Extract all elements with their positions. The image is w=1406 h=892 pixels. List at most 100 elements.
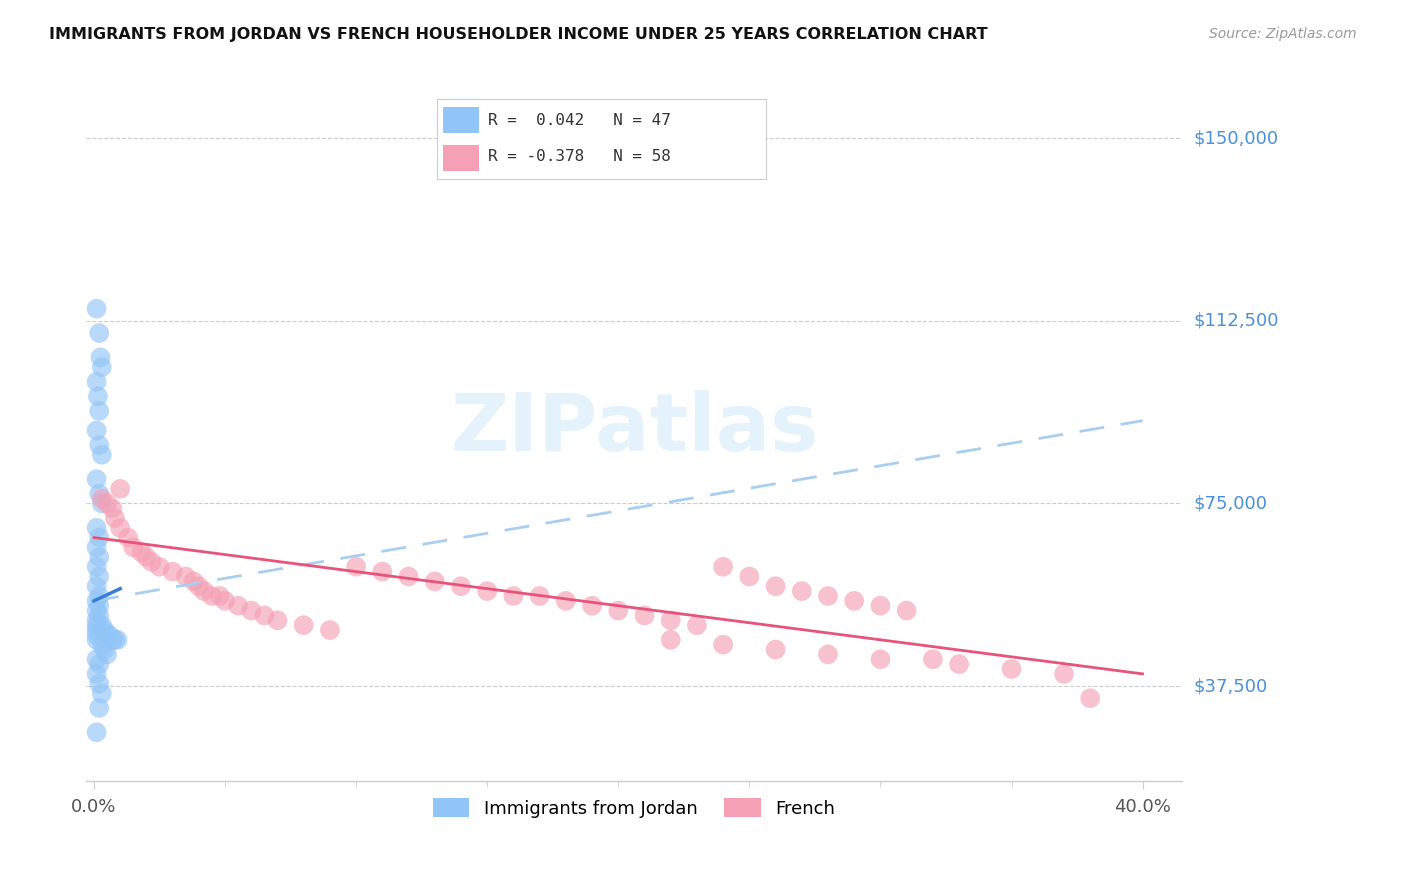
Point bbox=[90, 491, 112, 506]
Point bbox=[129, 545, 152, 559]
Point bbox=[765, 579, 787, 593]
Point bbox=[817, 589, 839, 603]
Point bbox=[554, 594, 576, 608]
Point bbox=[86, 375, 108, 389]
Point bbox=[117, 531, 139, 545]
Point bbox=[108, 521, 131, 535]
Point bbox=[502, 589, 524, 603]
Point bbox=[344, 559, 367, 574]
Point bbox=[86, 579, 108, 593]
Point bbox=[201, 589, 224, 603]
Point bbox=[141, 555, 163, 569]
Point bbox=[89, 351, 111, 365]
Text: ZIPatlas: ZIPatlas bbox=[450, 390, 818, 468]
Point bbox=[183, 574, 205, 589]
Point bbox=[93, 642, 115, 657]
Point bbox=[253, 608, 276, 623]
Point bbox=[89, 589, 111, 603]
Point bbox=[90, 496, 112, 510]
Point bbox=[96, 648, 118, 662]
Text: $75,000: $75,000 bbox=[1194, 494, 1267, 513]
Point bbox=[266, 613, 288, 627]
Point bbox=[104, 511, 127, 525]
Point bbox=[948, 657, 970, 672]
Point bbox=[86, 725, 108, 739]
Point bbox=[844, 594, 866, 608]
Point bbox=[90, 638, 112, 652]
Point bbox=[101, 632, 124, 647]
Point bbox=[98, 628, 121, 642]
Point bbox=[1000, 662, 1022, 676]
Point bbox=[89, 487, 111, 501]
Point bbox=[89, 326, 111, 340]
Point bbox=[86, 541, 108, 555]
Point bbox=[89, 531, 111, 545]
Point bbox=[607, 604, 630, 618]
Point bbox=[89, 701, 111, 715]
Point bbox=[86, 472, 108, 486]
Text: $112,500: $112,500 bbox=[1194, 312, 1278, 330]
Point bbox=[423, 574, 446, 589]
Point bbox=[86, 604, 108, 618]
Point bbox=[162, 565, 184, 579]
Point bbox=[89, 599, 111, 613]
Point bbox=[89, 549, 111, 564]
Point bbox=[765, 642, 787, 657]
Point bbox=[86, 628, 108, 642]
Point bbox=[96, 628, 118, 642]
Point bbox=[86, 613, 108, 627]
Text: IMMIGRANTS FROM JORDAN VS FRENCH HOUSEHOLDER INCOME UNDER 25 YEARS CORRELATION C: IMMIGRANTS FROM JORDAN VS FRENCH HOUSEHO… bbox=[49, 27, 988, 42]
Point bbox=[319, 623, 342, 637]
Point bbox=[86, 301, 108, 316]
Point bbox=[86, 652, 108, 666]
Point bbox=[101, 501, 124, 516]
Point bbox=[529, 589, 551, 603]
Point bbox=[659, 613, 682, 627]
Point bbox=[86, 521, 108, 535]
Point bbox=[86, 424, 108, 438]
Point bbox=[1053, 666, 1076, 681]
Point bbox=[89, 438, 111, 452]
Legend: Immigrants from Jordan, French: Immigrants from Jordan, French bbox=[426, 790, 842, 825]
Point bbox=[214, 594, 236, 608]
Point bbox=[633, 608, 655, 623]
Point bbox=[477, 584, 499, 599]
Text: Source: ZipAtlas.com: Source: ZipAtlas.com bbox=[1209, 27, 1357, 41]
Point bbox=[107, 632, 129, 647]
Point bbox=[122, 541, 145, 555]
Point bbox=[174, 569, 197, 583]
Point bbox=[93, 623, 115, 637]
Point bbox=[226, 599, 249, 613]
Point bbox=[90, 448, 112, 462]
Point bbox=[90, 618, 112, 632]
Point bbox=[135, 549, 157, 564]
Text: $37,500: $37,500 bbox=[1194, 677, 1267, 695]
Point bbox=[208, 589, 231, 603]
Point bbox=[817, 648, 839, 662]
Point bbox=[193, 584, 215, 599]
Point bbox=[89, 404, 111, 418]
Point bbox=[86, 594, 108, 608]
Point bbox=[1078, 691, 1101, 706]
Point bbox=[89, 608, 111, 623]
Point bbox=[450, 579, 472, 593]
Point bbox=[90, 360, 112, 375]
Point bbox=[581, 599, 603, 613]
Point bbox=[398, 569, 420, 583]
Point bbox=[148, 559, 170, 574]
Point bbox=[89, 569, 111, 583]
Point bbox=[790, 584, 813, 599]
Text: $150,000: $150,000 bbox=[1194, 129, 1278, 147]
Point bbox=[738, 569, 761, 583]
Point bbox=[90, 686, 112, 700]
Point bbox=[86, 559, 108, 574]
Point bbox=[659, 632, 682, 647]
Point bbox=[86, 632, 108, 647]
Point bbox=[711, 559, 734, 574]
Point bbox=[292, 618, 315, 632]
Point bbox=[86, 666, 108, 681]
Point bbox=[104, 632, 127, 647]
Point bbox=[869, 599, 891, 613]
Point bbox=[686, 618, 709, 632]
Point bbox=[896, 604, 918, 618]
